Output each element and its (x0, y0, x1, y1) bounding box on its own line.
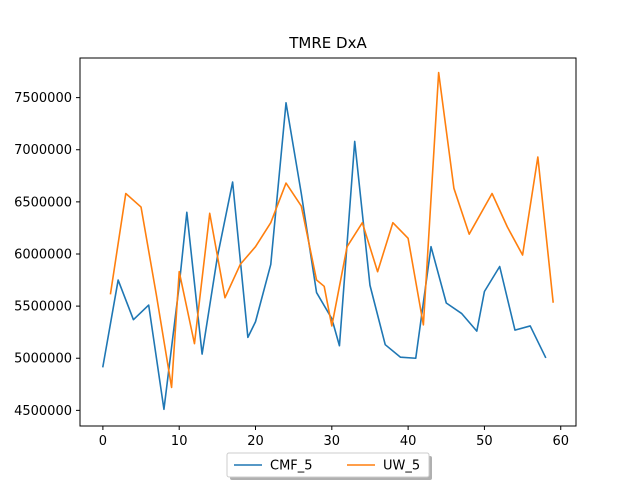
x-tick-label: 0 (99, 434, 107, 449)
y-tick-label: 5500000 (14, 300, 72, 315)
x-tick-label: 10 (171, 434, 188, 449)
axes-frame (79, 57, 577, 427)
x-tick-label: 60 (552, 434, 569, 449)
y-tick-label: 6500000 (14, 195, 72, 210)
x-tick-label: 30 (324, 434, 341, 449)
y-tick-label: 6000000 (14, 247, 72, 262)
x-tick-label: 40 (400, 434, 417, 449)
axes-layer: 0 10 20 30 40 50 60 4500000 5000000 5500000 600000… (14, 57, 577, 449)
y-tick-label: 5000000 (14, 352, 72, 367)
x-tick-label: 20 (247, 434, 264, 449)
y-tick-label: 7500000 (14, 91, 72, 106)
chart-title: TMRE DxA (288, 34, 367, 52)
y-tick-label: 7000000 (14, 143, 72, 158)
series-line-uw-5 (109, 71, 554, 389)
y-tick-label: 4500000 (14, 404, 72, 419)
series-layer (101, 71, 554, 411)
legend-label-cmf-5: CMF_5 (270, 459, 313, 474)
legend-box (226, 452, 430, 478)
legend: CMF_5 UW_5 (226, 452, 432, 480)
series-line-cmf-5 (101, 102, 547, 411)
legend-label-uw-5: UW_5 (383, 459, 420, 474)
x-tick-label: 50 (476, 434, 493, 449)
